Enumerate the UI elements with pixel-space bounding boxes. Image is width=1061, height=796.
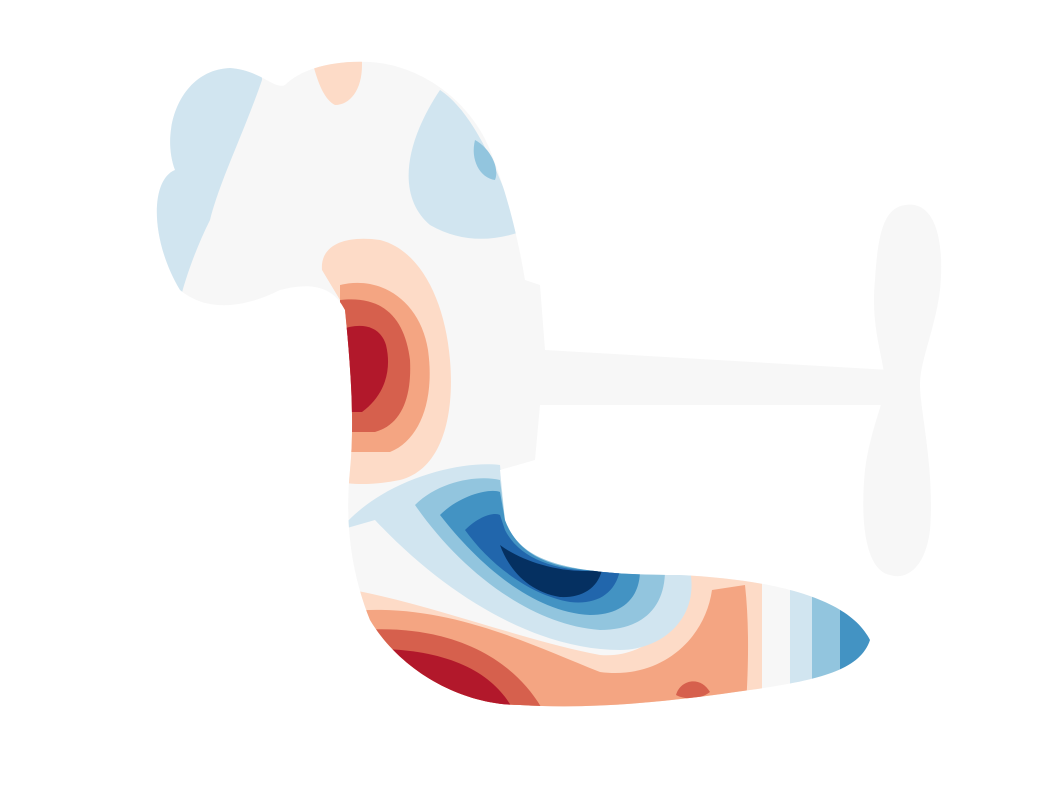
blue-band <box>473 140 497 180</box>
red-band <box>676 681 710 699</box>
propeller <box>863 204 942 577</box>
blue-band <box>500 545 602 598</box>
blue-band <box>408 90 520 239</box>
red-band <box>340 325 389 412</box>
blue-band <box>790 560 812 707</box>
